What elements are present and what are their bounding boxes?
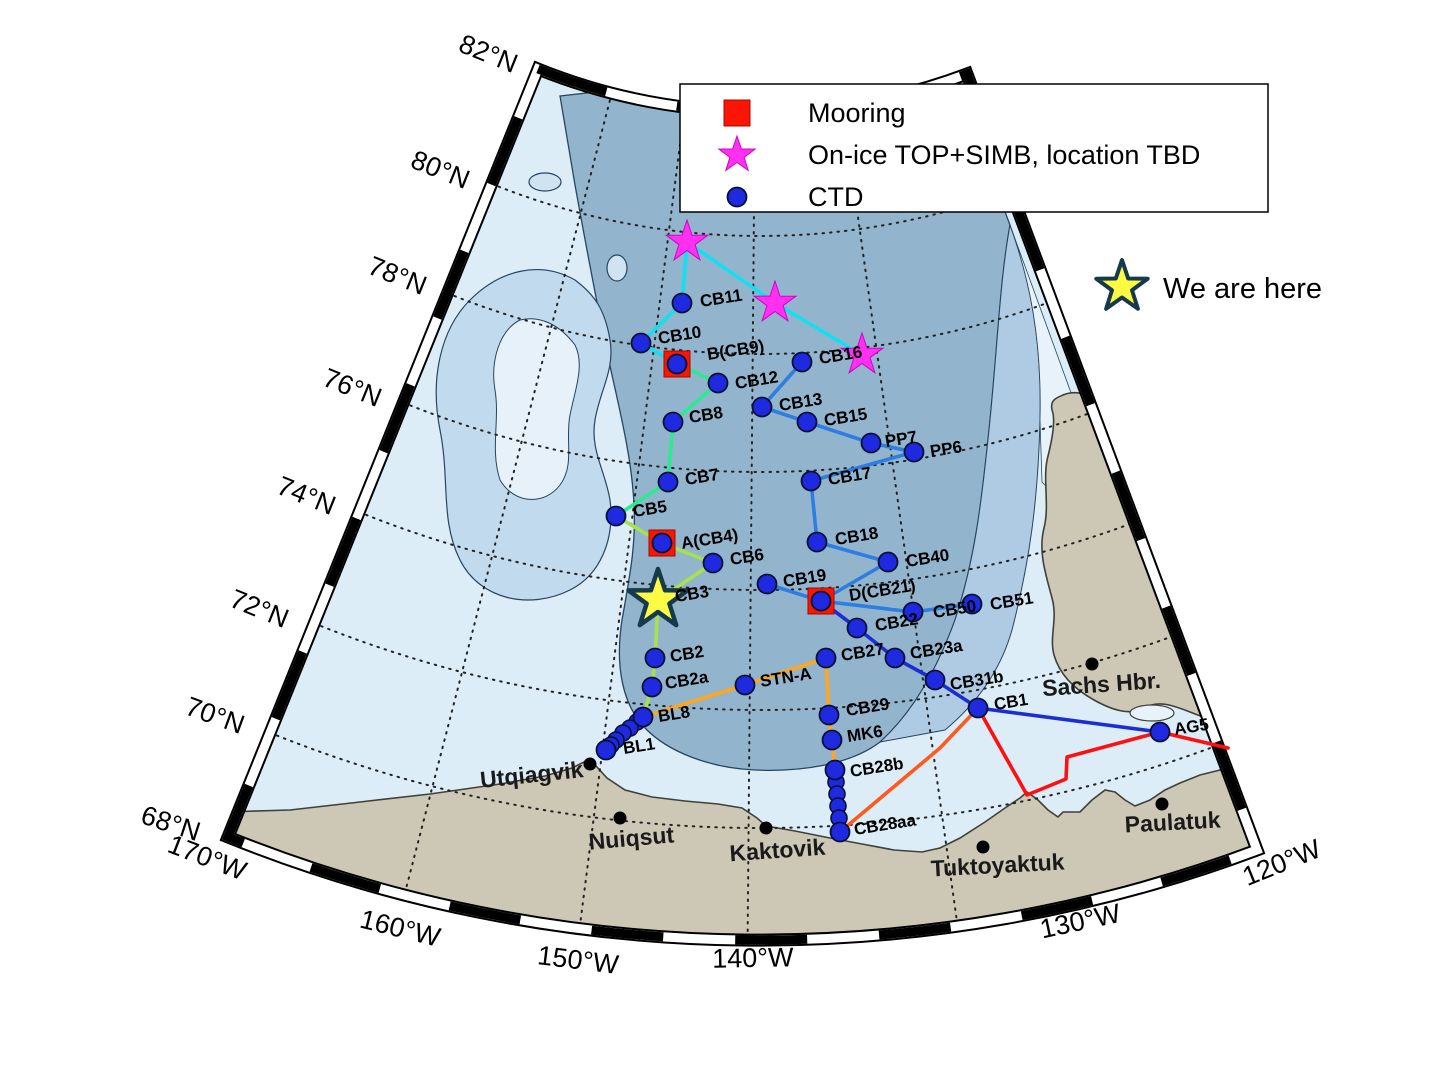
borderland-shallow-core: [493, 318, 580, 500]
lat-label-72°N: 72°N: [226, 583, 293, 633]
ctd-dot-STN-A: [734, 674, 756, 696]
ctd-dot-CB50: [902, 601, 924, 623]
onice-star: [664, 218, 710, 262]
ctd-dot-CB6: [702, 552, 724, 574]
legend-label-ctd: CTD: [808, 182, 864, 212]
legend-box: [679, 83, 1269, 213]
ctd-dot-CB5: [605, 505, 627, 527]
ctd-dot-CB17: [800, 470, 822, 492]
ctd-dot-CB11: [671, 292, 693, 314]
legend: Mooring On-ice TOP+SIMB, location TBD CTD: [679, 83, 1269, 213]
ctd-dot-CB15: [796, 411, 818, 433]
station-label-PP6: PP6: [929, 437, 964, 461]
geography-layer: [228, 69, 1257, 941]
lon-label-140°W: 140°W: [712, 942, 794, 973]
parallel-gridline: [269, 731, 1220, 829]
mooring-dot-B(CB9): [666, 353, 688, 375]
lat-label-82°N: 82°N: [455, 28, 522, 78]
lon-label-150°W: 150°W: [536, 940, 621, 980]
legend-onice-star-icon: [717, 134, 757, 172]
place-dot-Paulatuk: [1155, 797, 1169, 811]
mooring-dot-A(CB4): [651, 532, 673, 554]
bathy-islet: [606, 254, 628, 282]
place-dot-Utqiagvik: [583, 757, 597, 771]
lat-label-76°N: 76°N: [319, 362, 386, 412]
parallel-gridline: [402, 401, 1095, 473]
route-cb28-to-cb1: [838, 706, 980, 834]
ctd-dot-CB19: [756, 573, 778, 595]
graticule: [269, 92, 1220, 941]
parallel-gridline: [313, 622, 1178, 711]
station-label-PP7: PP7: [884, 427, 919, 451]
ctd-dot-CB27: [815, 647, 837, 669]
ctd-dot-CB16: [791, 351, 813, 373]
parallel-gridline: [446, 292, 1054, 355]
lon-label-160°W: 160°W: [357, 904, 444, 953]
ctd-dot-CB23a: [884, 647, 906, 669]
meridian-gridline: [403, 92, 613, 896]
ctd-dot-CB10: [630, 332, 652, 354]
place-dot-Nuiqsut: [613, 811, 627, 825]
station-markers: [595, 218, 1171, 843]
lat-label-70°N: 70°N: [182, 691, 249, 740]
meridian-gridline: [578, 106, 686, 930]
ctd-dot-PP7: [860, 432, 882, 454]
place-dot-Sachs-Hbr-: [1085, 657, 1099, 671]
current-position-star: [626, 566, 690, 628]
mooring-dot-D(CB21): [810, 590, 832, 612]
ctd-dot-PP6: [903, 441, 925, 463]
ctd-dot-CB8: [662, 411, 684, 433]
legend-label-mooring: Mooring: [808, 98, 906, 128]
ctd-dot-MK6: [821, 729, 843, 751]
we-are-here-label: We are here: [1163, 273, 1322, 305]
ctd-dot-BL1: [595, 739, 617, 761]
legend-label-onice: On-ice TOP+SIMB, location TBD: [808, 140, 1200, 170]
place-label-Paulatuk: Paulatuk: [1124, 807, 1221, 838]
station-label-BL1: BL1: [622, 734, 657, 758]
ctd-dot-CB22: [846, 617, 868, 639]
ctd-dot-CB2a: [641, 676, 663, 698]
lat-label-74°N: 74°N: [273, 470, 340, 520]
ctd-dot-CB51: [961, 593, 983, 615]
parallel-gridline: [490, 182, 1012, 237]
meridian-gridline: [841, 105, 959, 928]
we-are-here-star-icon: [1094, 258, 1150, 311]
lat-label-80°N: 80°N: [407, 144, 474, 194]
ctd-dot-CB13: [751, 396, 773, 418]
ctd-dot-CB12: [707, 372, 729, 394]
ctd-dot-CB28b: [824, 759, 846, 781]
ctd-dot-CB2: [644, 647, 666, 669]
we-are-here-callout: We are here: [1094, 258, 1322, 311]
onice-star: [839, 331, 885, 375]
meridian-gridline: [746, 110, 756, 941]
station-label-BL8: BL8: [657, 702, 692, 726]
place-dot-Tuktoyaktuk: [976, 840, 990, 854]
ctd-dot-CB18: [806, 531, 828, 553]
onice-star: [752, 279, 798, 323]
parallel-gridline: [358, 511, 1136, 591]
ctd-dot-CB1: [967, 697, 989, 719]
lat-label-78°N: 78°N: [364, 250, 431, 300]
bathy-islet: [528, 172, 562, 192]
ctd-dot-CB31b: [924, 669, 946, 691]
sachs-harbour-inlet: [1129, 704, 1175, 722]
route-coastal-return: [976, 706, 1230, 797]
ctd-dot-CB7: [657, 471, 679, 493]
place-dot-Kaktovik: [759, 821, 773, 835]
ctd-dot-BL8: [632, 706, 654, 728]
legend-mooring-square-icon: [723, 99, 751, 127]
ctd-dot-CB40: [877, 551, 899, 573]
legend-ctd-dot-icon: [726, 186, 748, 208]
ctd-dot-CB29: [818, 704, 840, 726]
ctd-dot-AG5: [1149, 721, 1171, 743]
ctd-dot-CB28aa: [829, 821, 851, 843]
